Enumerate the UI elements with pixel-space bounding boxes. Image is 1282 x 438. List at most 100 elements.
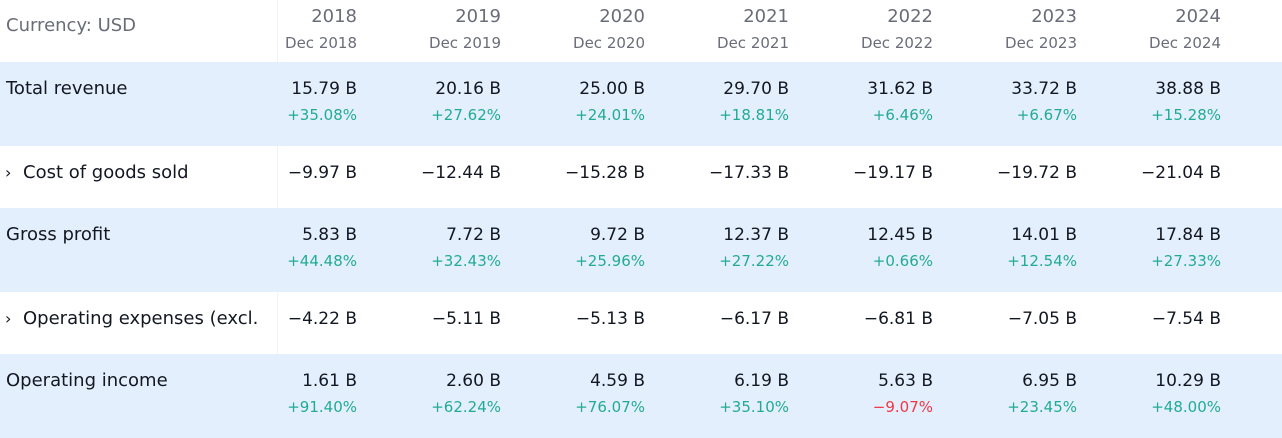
cell-value: −12.44 B	[421, 163, 501, 183]
period-date: Dec 2021	[717, 34, 789, 52]
cell-value: −6.17 B	[719, 309, 789, 329]
row-label: Operating expenses (excl.	[23, 308, 259, 329]
yoy-change: +27.33%	[1151, 252, 1221, 270]
value-cell: −5.11 B	[376, 292, 520, 354]
row-label: Cost of goods sold	[23, 162, 189, 183]
value-cell: −21.04 B	[1096, 146, 1240, 208]
yoy-change: −9.07%	[872, 398, 933, 416]
table-row: Total revenue 15.79 B +35.08% 20.16 B +27.62…	[0, 62, 1282, 146]
value-cell: −19.72 B	[952, 146, 1096, 208]
cell-value: 33.72 B	[1011, 79, 1077, 99]
value-cell: 12.37 B +27.22%	[664, 208, 808, 292]
value-cell: 33.72 B +6.67%	[952, 62, 1096, 146]
yoy-change: +6.67%	[1016, 106, 1077, 124]
cell-value: −15.28 B	[565, 163, 645, 183]
yoy-change: +44.48%	[287, 252, 357, 270]
cell-value: 29.70 B	[723, 79, 789, 99]
period-date: Dec 2024	[1149, 34, 1221, 52]
value-cell: −17.33 B	[664, 146, 808, 208]
cell-value: 5.83 B	[302, 225, 357, 245]
value-cell: 10.29 B +48.00%	[1096, 354, 1240, 438]
cell-value: 5.63 B	[878, 371, 933, 391]
row-values: −9.97 B −12.44 B −15.28 B −17.33 B −19.17 B −…	[278, 146, 1282, 208]
cell-value: −5.13 B	[575, 309, 645, 329]
period-date: Dec 2019	[429, 34, 501, 52]
row-values: −4.22 B −5.11 B −5.13 B −6.17 B −6.81 B −7.05…	[278, 292, 1282, 354]
value-cell: −15.28 B	[520, 146, 664, 208]
value-cell: 31.62 B +6.46%	[808, 62, 952, 146]
yoy-change: +15.28%	[1151, 106, 1221, 124]
yoy-change: +76.07%	[575, 398, 645, 416]
value-cell: −19.17 B	[808, 146, 952, 208]
cell-value: −7.54 B	[1151, 309, 1221, 329]
period-header: 2024 Dec 2024	[1096, 0, 1240, 62]
cell-value: 1.61 B	[302, 371, 357, 391]
cell-value: 17.84 B	[1155, 225, 1221, 245]
period-header: 2022 Dec 2022	[808, 0, 952, 62]
yoy-change: +23.45%	[1007, 398, 1077, 416]
period-year: 2018	[311, 6, 357, 27]
value-cell: 17.84 B +27.33%	[1096, 208, 1240, 292]
period-year: 2020	[599, 6, 645, 27]
cell-value: −19.17 B	[853, 163, 933, 183]
table-row[interactable]: › Operating expenses (excl. −4.22 B −5.11 B…	[0, 292, 1282, 354]
value-cell: −7.05 B	[952, 292, 1096, 354]
value-cell: 29.70 B +18.81%	[664, 62, 808, 146]
value-cell: 25.00 B +24.01%	[520, 62, 664, 146]
cell-value: 10.29 B	[1155, 371, 1221, 391]
yoy-change: +27.22%	[719, 252, 789, 270]
value-cell: 9.72 B +25.96%	[520, 208, 664, 292]
yoy-change: +12.54%	[1007, 252, 1077, 270]
value-cell: 38.88 B +15.28%	[1096, 62, 1240, 146]
period-date: Dec 2023	[1005, 34, 1077, 52]
value-cell: 4.59 B +76.07%	[520, 354, 664, 438]
table-row: Operating income 1.61 B +91.40% 2.60 B +62.2…	[0, 354, 1282, 438]
cell-value: 38.88 B	[1155, 79, 1221, 99]
table-row[interactable]: › Cost of goods sold −9.97 B −12.44 B −15.28…	[0, 146, 1282, 208]
row-label-cell: Total revenue	[0, 62, 278, 146]
period-year: 2021	[743, 6, 789, 27]
row-values: 15.79 B +35.08% 20.16 B +27.62% 25.00 B +24.0…	[278, 62, 1282, 146]
cell-value: 2.60 B	[446, 371, 501, 391]
value-cell: 14.01 B +12.54%	[952, 208, 1096, 292]
value-cell: −7.54 B	[1096, 292, 1240, 354]
cell-value: −6.81 B	[863, 309, 933, 329]
value-cell: 5.83 B +44.48%	[278, 208, 376, 292]
yoy-change: +32.43%	[431, 252, 501, 270]
cell-value: 31.62 B	[867, 79, 933, 99]
row-label-cell: Operating income	[0, 354, 278, 438]
period-header: 2018 Dec 2018	[278, 0, 376, 62]
value-cell: 6.95 B +23.45%	[952, 354, 1096, 438]
value-cell: −5.13 B	[520, 292, 664, 354]
yoy-change: +35.08%	[287, 106, 357, 124]
cell-value: 9.72 B	[590, 225, 645, 245]
table-row: Gross profit 5.83 B +44.48% 7.72 B +32.43% 9.…	[0, 208, 1282, 292]
yoy-change: +25.96%	[575, 252, 645, 270]
currency-label: Currency: USD	[0, 0, 278, 62]
value-cell: 20.16 B +27.62%	[376, 62, 520, 146]
header-row: Currency: USD 2018 Dec 2018 2019 Dec 2019 20…	[0, 0, 1282, 62]
chevron-right-icon[interactable]: ›	[5, 163, 12, 182]
cell-value: −4.22 B	[287, 309, 357, 329]
row-label: Total revenue	[6, 78, 128, 99]
yoy-change: +0.66%	[872, 252, 933, 270]
period-header: 2019 Dec 2019	[376, 0, 520, 62]
period-year: 2024	[1175, 6, 1221, 27]
cell-value: 15.79 B	[291, 79, 357, 99]
yoy-change: +6.46%	[872, 106, 933, 124]
period-year: 2019	[455, 6, 501, 27]
cell-value: 12.45 B	[867, 225, 933, 245]
period-year: 2023	[1031, 6, 1077, 27]
cell-value: −21.04 B	[1141, 163, 1221, 183]
cell-value: −5.11 B	[431, 309, 501, 329]
row-label-cell[interactable]: › Cost of goods sold	[0, 146, 278, 208]
row-label: Gross profit	[6, 224, 111, 245]
cell-value: −9.97 B	[287, 163, 357, 183]
row-label-cell[interactable]: › Operating expenses (excl.	[0, 292, 278, 354]
value-cell: 15.79 B +35.08%	[278, 62, 376, 146]
period-header: 2023 Dec 2023	[952, 0, 1096, 62]
value-cell: −4.22 B	[278, 292, 376, 354]
chevron-right-icon[interactable]: ›	[5, 309, 12, 328]
cell-value: 20.16 B	[435, 79, 501, 99]
period-headers: 2018 Dec 2018 2019 Dec 2019 2020 Dec 2020 2021…	[278, 0, 1282, 62]
